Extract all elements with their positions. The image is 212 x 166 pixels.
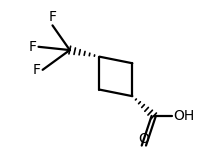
Text: O: O <box>138 132 149 146</box>
Text: F: F <box>29 40 36 54</box>
Text: OH: OH <box>173 109 194 123</box>
Text: F: F <box>49 10 57 24</box>
Text: F: F <box>33 63 41 77</box>
